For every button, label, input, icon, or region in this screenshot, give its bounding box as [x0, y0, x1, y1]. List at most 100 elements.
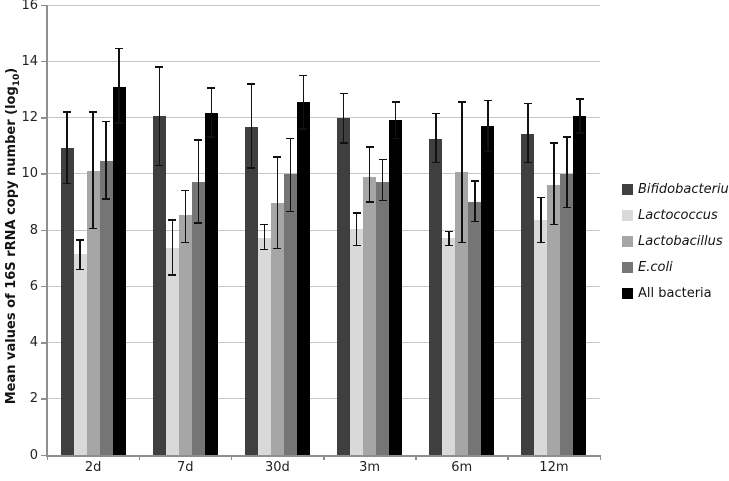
error-bar-cap-bottom: [378, 199, 387, 202]
error-bar-cap-bottom: [391, 137, 400, 140]
error-bar-cap-top: [299, 74, 308, 77]
error-bar-line: [566, 137, 568, 208]
gridline-y-6: [47, 285, 600, 287]
y-tick-mark-10: [41, 173, 47, 175]
error-bar-line: [197, 140, 199, 223]
error-bar-line: [553, 142, 555, 225]
error-bar-cap-bottom: [168, 274, 177, 276]
error-bar-cap-top: [536, 196, 545, 199]
error-bar-cap-bottom: [523, 161, 532, 164]
error-bar-line: [66, 111, 68, 184]
error-bar-cap-top: [365, 146, 374, 148]
error-bar-cap-bottom: [207, 136, 216, 138]
gridline-y-10: [47, 173, 600, 175]
gridline-y-12: [47, 117, 600, 118]
y-tick-label-4: 4: [29, 335, 38, 350]
error-bar-cap-top: [575, 98, 584, 100]
error-bar-cap-top: [155, 66, 164, 68]
bar-lactococcus-2d: [73, 253, 87, 455]
y-tick-mark-4: [41, 342, 47, 344]
bar-lactococcus-30d: [257, 238, 271, 455]
error-bar-cap-top: [247, 83, 256, 85]
y-tick-label-12: 12: [21, 110, 38, 125]
bar-all-bacteria-30d: [296, 102, 310, 455]
y-tick-mark-0: [41, 454, 47, 456]
legend-swatch-icon: [622, 183, 633, 195]
error-bar-line: [461, 102, 463, 243]
bar-all-bacteria-12m: [573, 116, 587, 455]
error-bar-cap-top: [549, 142, 558, 144]
gridline-y-8: [47, 229, 600, 231]
y-tick-mark-14: [41, 60, 47, 63]
error-bar-cap-bottom: [155, 164, 164, 167]
error-bar-cap-top: [457, 101, 466, 103]
y-tick-mark-8: [41, 229, 47, 231]
bar-bifidobacterium-7d: [152, 116, 166, 455]
error-bar-cap-bottom: [286, 210, 295, 213]
error-bar-line: [487, 100, 489, 152]
error-bar-line: [118, 48, 120, 124]
error-bar-line: [342, 93, 345, 143]
error-bar-line: [79, 239, 81, 270]
error-bar-cap-top: [76, 239, 85, 241]
y-tick-mark-2: [41, 398, 47, 400]
x-tick-mark-4: [415, 455, 417, 460]
bar-lactococcus-12m: [534, 220, 548, 455]
error-bar-line: [210, 87, 212, 138]
x-tick-mark-2: [230, 455, 233, 460]
legend-label: Lactococcus: [638, 207, 718, 223]
error-bar-cap-top: [260, 223, 269, 226]
error-bar-line: [171, 220, 173, 275]
bar-all-bacteria-2d: [112, 86, 126, 455]
legend-item-e-coli: E.coli: [622, 254, 729, 280]
legend-swatch-icon: [622, 287, 633, 299]
error-bar-cap-top: [102, 120, 111, 123]
error-bar-cap-bottom: [102, 198, 111, 200]
bar-bifidobacterium-12m: [521, 134, 535, 455]
error-bar-cap-bottom: [365, 201, 374, 203]
legend-swatch-icon: [622, 261, 633, 273]
y-axis-title-text: Mean values of 16S rRNA copy number (log: [4, 86, 20, 405]
error-bar-cap-bottom: [562, 206, 571, 209]
bar-lactobacillus-12m: [547, 185, 561, 455]
bar-e-coli-3m: [376, 182, 390, 455]
gridline-y-2: [47, 398, 600, 400]
x-tick-mark-3: [323, 455, 325, 460]
error-bar-line: [527, 103, 529, 163]
error-bar-line: [158, 66, 160, 166]
bar-lactococcus-7d: [165, 248, 179, 455]
bar-all-bacteria-7d: [204, 113, 218, 455]
legend: Bifidobacterium Lactococcus Lactobacillus E…: [622, 176, 729, 306]
x-tick-label-3m: 3m: [359, 460, 381, 475]
error-bar-cap-top: [168, 219, 177, 221]
legend-label: Lactobacillus: [638, 233, 723, 249]
error-bar-line: [448, 231, 450, 246]
error-bar-cap-top: [562, 136, 571, 138]
error-bar-cap-top: [89, 111, 98, 113]
error-bar-cap-bottom: [549, 223, 558, 226]
error-bar-cap-bottom: [299, 128, 308, 130]
y-tick-label-10: 10: [21, 166, 38, 182]
error-bar-cap-top: [194, 139, 203, 141]
error-bar-cap-top: [181, 189, 190, 192]
error-bar-cap-bottom: [181, 241, 190, 244]
y-tick-label-8: 8: [29, 222, 38, 238]
y-axis-title-suffix: ): [4, 67, 20, 74]
gridline-y-16: [47, 4, 600, 6]
x-tick-label-2d: 2d: [84, 460, 102, 475]
error-bar-cap-top: [352, 212, 361, 214]
legend-label: Bifidobacterium: [638, 181, 729, 197]
bar-all-bacteria-3m: [389, 120, 403, 455]
x-tick-label-6m: 6m: [451, 460, 473, 475]
error-bar-line: [105, 121, 107, 200]
x-tick-mark-5: [507, 455, 509, 460]
error-bar-line: [474, 180, 476, 222]
bar-lactococcus-6m: [442, 238, 456, 455]
bar-all-bacteria-6m: [481, 125, 495, 455]
error-bar-cap-top: [523, 102, 532, 105]
error-bar-cap-bottom: [431, 161, 440, 164]
bar-lactobacillus-7d: [178, 214, 192, 455]
error-bar-line: [394, 102, 397, 139]
x-tick-label-12m: 12m: [539, 460, 569, 475]
error-bar-line: [276, 156, 279, 249]
